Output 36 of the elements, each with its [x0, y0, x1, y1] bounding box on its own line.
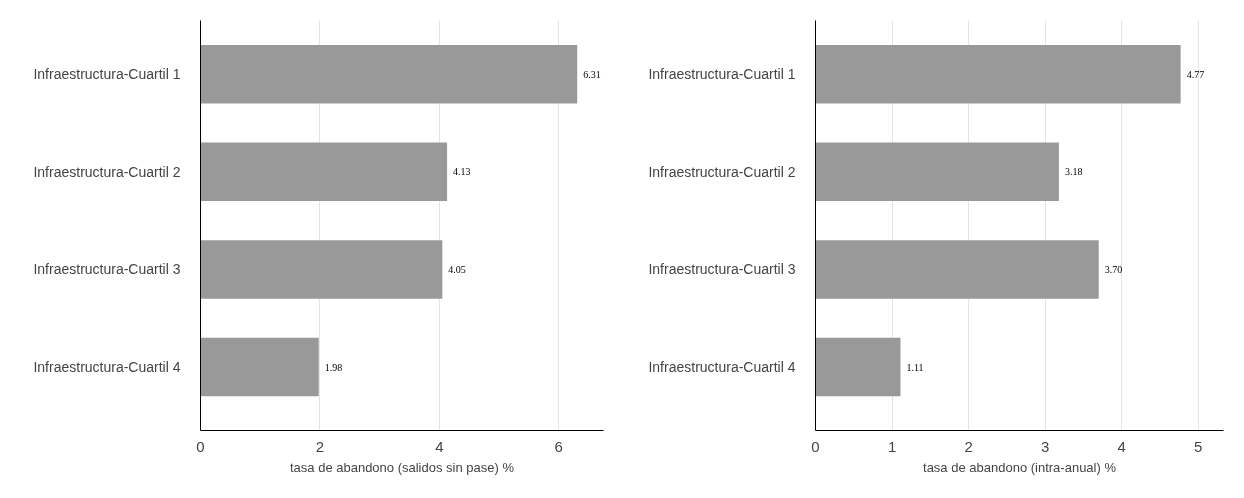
data-label: 1.98 — [324, 361, 343, 373]
bar — [200, 44, 578, 104]
data-label: 6.31 — [583, 68, 601, 80]
x-axis-title: tasa de abandono (intra-anual) % — [923, 459, 1117, 475]
data-label: 3.70 — [1104, 263, 1123, 275]
data-label: 3.18 — [1064, 166, 1083, 178]
y-tick-label: Infraestructura-Cuartil 2 — [648, 163, 796, 180]
x-tick-label: 4 — [435, 437, 444, 455]
bar — [815, 337, 901, 397]
data-label: 4.05 — [448, 263, 466, 275]
y-tick-label: Infraestructura-Cuartil 2 — [33, 163, 181, 180]
x-tick-label: 0 — [196, 437, 205, 455]
y-tick-label: Infraestructura-Cuartil 3 — [33, 261, 181, 278]
data-label: 4.13 — [453, 166, 471, 178]
x-tick-label: 3 — [1040, 437, 1050, 455]
bar — [815, 240, 1099, 299]
x-tick-label: 6 — [554, 437, 563, 455]
x-tick-label: 5 — [1194, 437, 1203, 455]
y-tick-label: Infraestructura-Cuartil 4 — [648, 359, 796, 376]
y-tick-label: Infraestructura-Cuartil 1 — [33, 66, 181, 83]
y-tick-label: Infraestructura-Cuartil 4 — [33, 359, 181, 376]
bar — [200, 337, 319, 397]
bar — [815, 142, 1059, 202]
bar — [200, 240, 443, 299]
x-axis-title: tasa de abandono (salidos sin pase) % — [289, 459, 515, 475]
x-tick-label: 2 — [964, 437, 973, 455]
bar — [200, 142, 448, 202]
data-label: 4.77 — [1186, 68, 1205, 80]
x-tick-label: 2 — [315, 437, 325, 455]
y-tick-label: Infraestructura-Cuartil 3 — [648, 261, 796, 278]
data-label: 1.11 — [906, 361, 924, 373]
x-tick-label: 1 — [887, 437, 897, 455]
y-tick-label: Infraestructura-Cuartil 1 — [648, 66, 796, 83]
bar — [815, 44, 1181, 104]
x-tick-label: 4 — [1117, 437, 1126, 455]
x-tick-label: 0 — [811, 437, 820, 455]
